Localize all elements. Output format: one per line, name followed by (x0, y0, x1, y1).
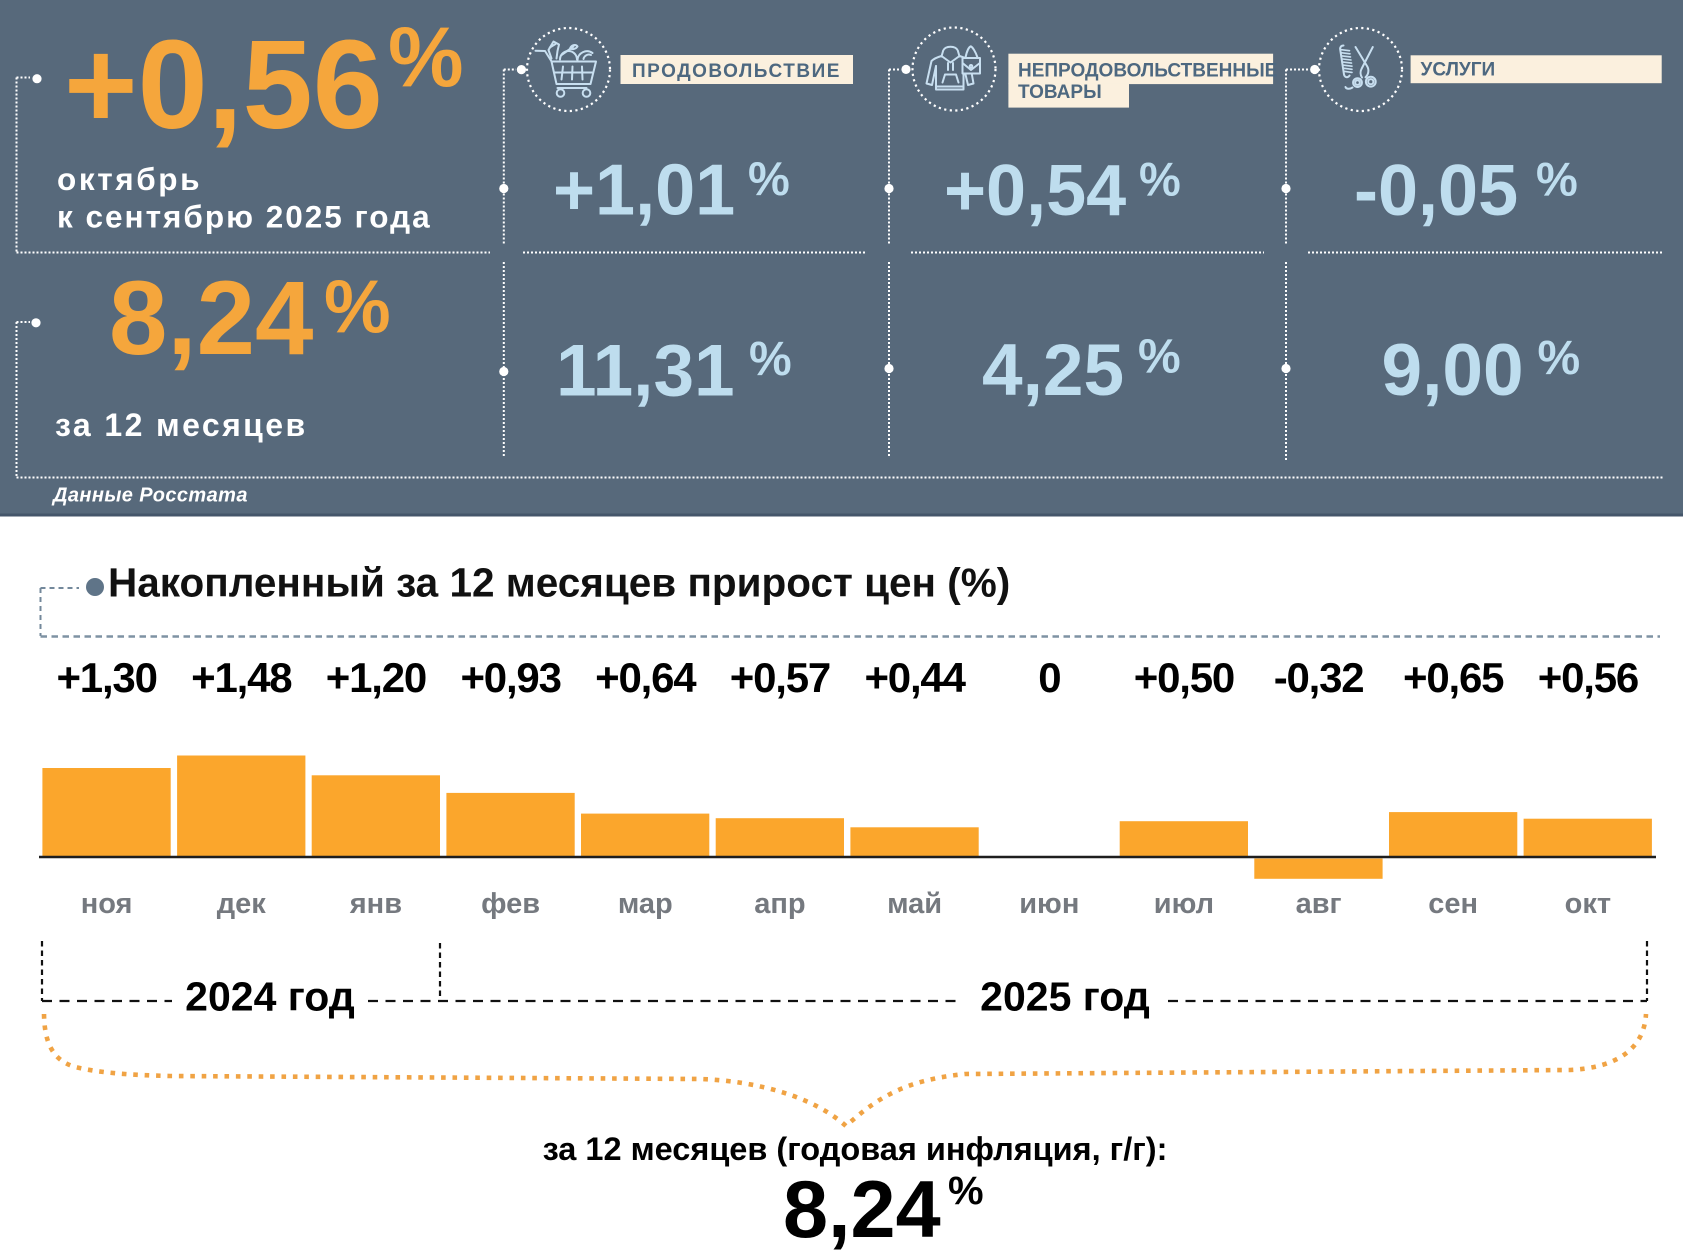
svg-text:4,25: 4,25 (982, 330, 1124, 411)
svg-text:фев: фев (481, 888, 540, 920)
svg-text:авг: авг (1296, 888, 1342, 920)
svg-text:+0,56: +0,56 (1538, 654, 1638, 701)
svg-text:2024 год: 2024 год (185, 974, 355, 1020)
svg-text:11,31: 11,31 (556, 331, 735, 412)
svg-text:дек: дек (217, 888, 267, 920)
svg-text:+0,44: +0,44 (864, 654, 966, 701)
svg-text:%: % (749, 333, 792, 386)
svg-text:8,24: 8,24 (783, 1165, 941, 1250)
svg-text:окт: окт (1565, 888, 1611, 920)
svg-text:9,00: 9,00 (1382, 330, 1524, 411)
svg-text:за 12 месяцев: за 12 месяцев (55, 407, 308, 443)
svg-text:октябрь: октябрь (57, 161, 202, 197)
svg-text:%: % (388, 11, 464, 106)
svg-text:+1,20: +1,20 (326, 654, 426, 701)
svg-text:%: % (748, 152, 790, 205)
svg-text:%: % (1139, 153, 1181, 206)
svg-text:+0,50: +0,50 (1134, 654, 1234, 701)
svg-text:апр: апр (754, 888, 805, 920)
svg-text:УСЛУГИ: УСЛУГИ (1421, 60, 1496, 81)
svg-text:ТОВАРЫ: ТОВАРЫ (1018, 82, 1102, 103)
svg-text:%: % (324, 265, 391, 349)
svg-text:+0,64: +0,64 (595, 654, 697, 701)
svg-text:%: % (1538, 332, 1581, 385)
svg-text:+1,48: +1,48 (191, 654, 292, 701)
svg-text:-0,32: -0,32 (1274, 654, 1364, 701)
svg-text:к сентябрю 2025 года: к сентябрю 2025 года (57, 199, 432, 235)
svg-text:ПРОДОВОЛЬСТВИЕ: ПРОДОВОЛЬСТВИЕ (632, 61, 841, 82)
svg-text:0: 0 (1038, 654, 1060, 701)
svg-text:-0,05: -0,05 (1354, 151, 1518, 231)
svg-text:+0,54: +0,54 (944, 151, 1126, 231)
svg-text:НЕПРОДОВОЛЬСТВЕННЫЕ: НЕПРОДОВОЛЬСТВЕННЫЕ (1018, 61, 1277, 82)
svg-text:+0,57: +0,57 (730, 654, 830, 701)
svg-text:+0,93: +0,93 (460, 654, 560, 701)
svg-text:2025 год: 2025 год (980, 974, 1150, 1020)
svg-text:8,24: 8,24 (109, 260, 313, 377)
svg-text:+1,30: +1,30 (56, 654, 156, 701)
svg-text:Данные Росстата: Данные Росстата (51, 485, 248, 507)
svg-text:ноя: ноя (81, 888, 133, 920)
svg-text:+0,56: +0,56 (64, 14, 383, 155)
svg-text:июл: июл (1154, 888, 1214, 920)
svg-text:мар: мар (618, 888, 673, 920)
svg-text:сен: сен (1428, 888, 1478, 920)
svg-text:июн: июн (1019, 888, 1079, 920)
svg-text:%: % (948, 1169, 984, 1213)
svg-text:за 12 месяцев (годовая инфляци: за 12 месяцев (годовая инфляция, г/г): (543, 1131, 1168, 1167)
svg-text:%: % (1138, 331, 1181, 384)
svg-text:янв: янв (349, 888, 402, 920)
svg-text:Накопленный за 12 месяцев прир: Накопленный за 12 месяцев прирост цен (%… (108, 560, 1010, 606)
svg-text:+0,65: +0,65 (1403, 654, 1504, 701)
svg-text:+1,01: +1,01 (553, 151, 735, 231)
svg-text:май: май (887, 888, 942, 920)
svg-text:%: % (1536, 153, 1578, 206)
